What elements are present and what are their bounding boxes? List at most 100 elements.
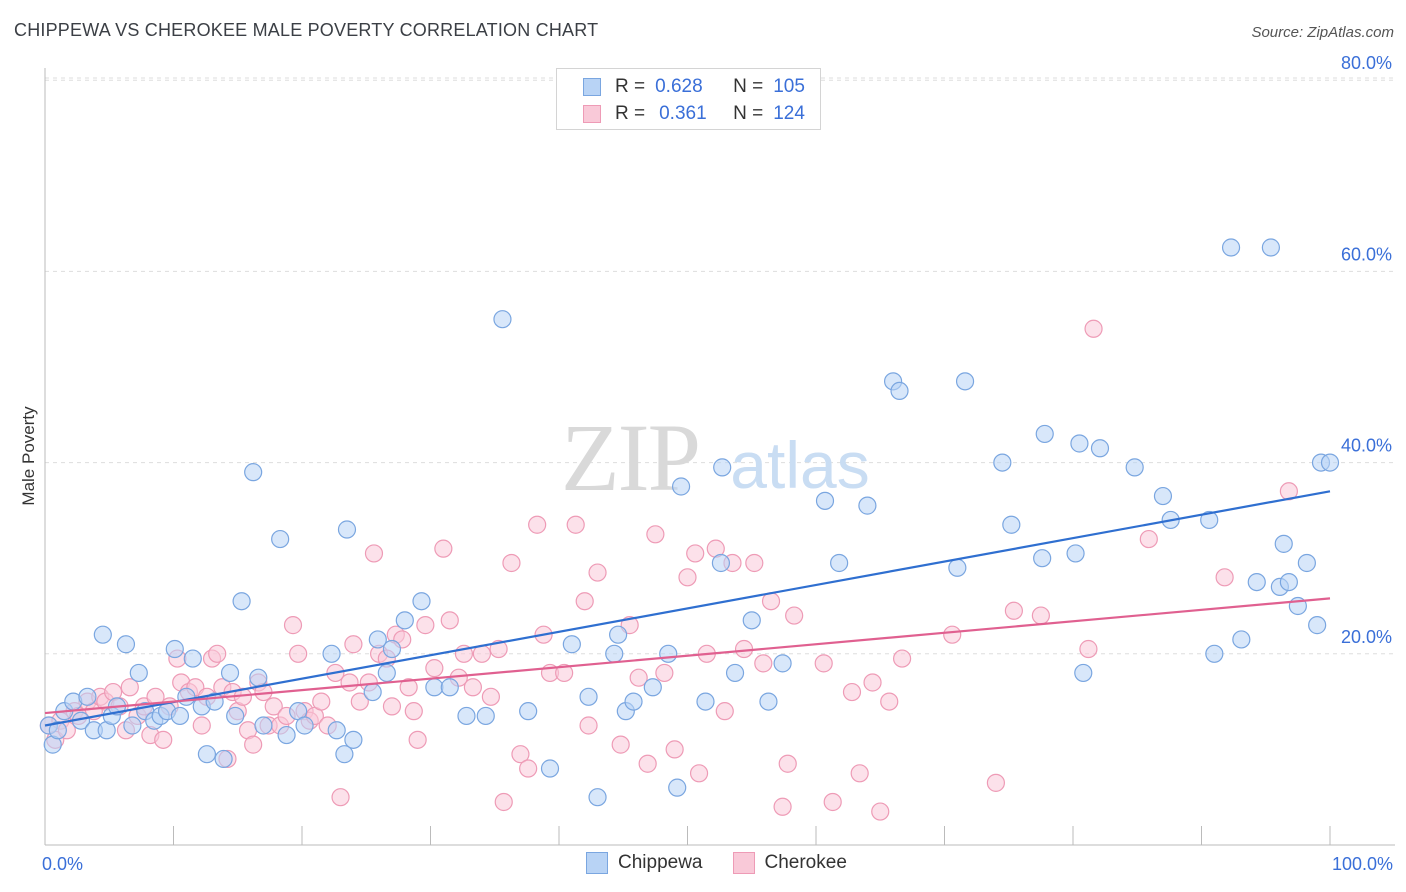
chippewa-point	[220, 663, 240, 683]
cherokee-point	[489, 639, 508, 659]
legend-label-chippewa: Chippewa	[618, 852, 703, 873]
cherokee-point	[715, 702, 734, 721]
y-tick-label: 60.0%	[1341, 244, 1392, 264]
cherokee-trend-line	[44, 597, 1331, 715]
chippewa-point	[295, 716, 314, 735]
chippewa-point	[588, 788, 607, 807]
legend-row-cherokee: R = 0.361 N = 124	[583, 102, 805, 126]
chippewa-point	[643, 678, 662, 697]
chippewa-point	[412, 592, 431, 611]
cherokee-point	[312, 692, 331, 711]
source-label: Source: ZipAtlas.com	[1251, 24, 1394, 41]
cherokee-point	[850, 764, 869, 783]
cherokee-point	[331, 788, 350, 807]
cherokee-point	[340, 673, 359, 692]
cherokee-point	[754, 654, 773, 673]
cherokee-point	[863, 673, 882, 692]
cherokee-point	[283, 616, 303, 635]
chippewa-point	[659, 644, 678, 663]
chippewa-point	[382, 639, 402, 659]
cherokee-point	[665, 740, 684, 759]
cherokee-point	[519, 759, 538, 778]
cherokee-point	[350, 692, 369, 711]
correlation-legend: R = 0.628 N = 105 R = 0.361 N = 124	[556, 68, 821, 130]
cherokee-point	[986, 773, 1006, 792]
cherokee-point	[814, 654, 833, 673]
chippewa-point	[48, 721, 67, 740]
chippewa-point	[170, 706, 190, 726]
chippewa-point	[277, 725, 296, 745]
chippewa-point	[457, 706, 476, 726]
chippewa-point	[1035, 424, 1054, 444]
chippewa-point	[540, 759, 560, 778]
cherokee-point	[778, 754, 797, 773]
cherokee-point	[399, 678, 418, 697]
chippewa-point	[1066, 544, 1085, 563]
cherokee-point	[842, 682, 862, 702]
chippewa-point	[1261, 238, 1280, 257]
chippewa-point	[713, 458, 732, 477]
chippewa-point	[624, 692, 643, 711]
cherokee-point	[579, 716, 598, 735]
cherokee-point	[208, 644, 227, 663]
chippewa-point	[668, 778, 687, 797]
chart-title: CHIPPEWA VS CHEROKEE MALE POVERTY CORREL…	[14, 20, 599, 40]
chippewa-series	[39, 238, 1340, 807]
chippewa-point	[244, 463, 263, 482]
chippewa-point	[993, 453, 1012, 472]
chippewa-point	[493, 310, 512, 329]
chippewa-point	[368, 630, 387, 649]
cherokee-point	[425, 659, 444, 678]
r-label: R =	[615, 103, 646, 124]
legend-item-chippewa: Chippewa	[586, 852, 703, 874]
chippewa-point	[254, 716, 273, 735]
r-label: R =	[615, 76, 646, 97]
cherokee-point	[880, 692, 899, 711]
cherokee-point	[440, 611, 459, 630]
chippewa-point	[562, 635, 581, 654]
cherokee-point	[364, 544, 384, 563]
cherokee-point	[528, 515, 547, 534]
cherokee-point	[943, 625, 962, 644]
n-label: N =	[733, 103, 764, 124]
cherokee-point	[689, 764, 709, 783]
cherokee-point	[611, 735, 630, 754]
chippewa-point	[425, 678, 444, 697]
chippewa-point	[197, 745, 217, 764]
chippewa-point	[327, 721, 346, 740]
chippewa-point	[1090, 439, 1110, 458]
watermark-atlas: atlas	[730, 428, 869, 502]
cherokee-point	[434, 539, 453, 558]
chippewa-point	[519, 702, 538, 721]
y-tick-label: 40.0%	[1341, 436, 1392, 456]
cherokee-point	[1084, 319, 1103, 338]
cherokee-series	[39, 319, 1298, 821]
chippewa-point	[271, 529, 290, 549]
cherokee-point	[638, 754, 657, 773]
cherokee-point	[1079, 639, 1098, 659]
cherokee-point	[785, 606, 804, 625]
cherokee-point	[344, 635, 363, 654]
y-tick-label: 80.0%	[1341, 53, 1392, 73]
chippewa-point	[890, 381, 909, 400]
cherokee-point	[416, 616, 435, 635]
legend-row-chippewa: R = 0.628 N = 105	[583, 75, 805, 99]
legend-label-cherokee: Cherokee	[764, 852, 847, 873]
n-label: N =	[733, 76, 764, 97]
chippewa-point	[377, 663, 396, 683]
cherokee-point	[823, 792, 842, 812]
tick-labels: 20.0% 40.0% 60.0% 80.0% 0.0% 100.0%	[42, 53, 1393, 874]
cherokee-point	[382, 697, 402, 716]
cherokee-point	[773, 797, 792, 816]
chippewa-point	[1297, 553, 1316, 573]
cherokee-point	[244, 735, 263, 754]
chippewa-point	[1308, 616, 1327, 635]
r-value: 0.361	[659, 103, 707, 124]
cherokee-point	[892, 649, 912, 668]
cherokee-point	[734, 639, 754, 659]
y-axis-label: Male Poverty	[19, 406, 38, 506]
trend-lines	[44, 490, 1331, 727]
chippewa-point	[177, 687, 196, 706]
chippewa-point	[1033, 549, 1052, 568]
cherokee-point	[1215, 568, 1234, 587]
